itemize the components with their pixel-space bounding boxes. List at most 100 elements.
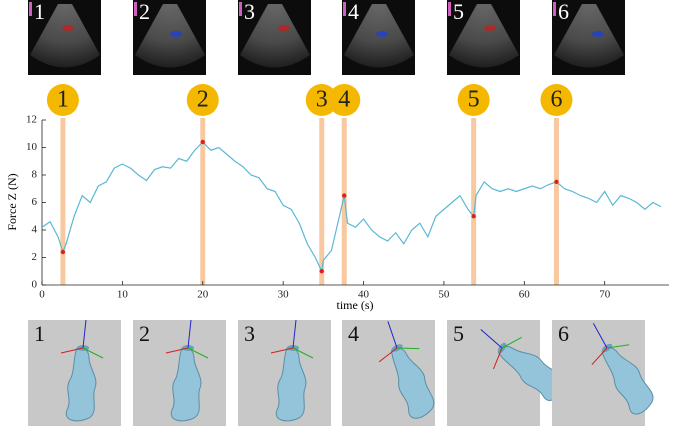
x-tick-label: 30: [278, 289, 290, 301]
probe-model: [60, 319, 104, 422]
event-band: [200, 118, 206, 285]
color-scale: [553, 2, 556, 16]
doppler-flow: [278, 25, 290, 31]
x-tick-label: 60: [519, 289, 531, 301]
event-point: [200, 139, 205, 145]
axis-blue: [387, 321, 398, 349]
axis-red: [165, 347, 189, 354]
y-tick-label: 2: [32, 251, 38, 263]
ultrasound-fan: [30, 4, 100, 68]
y-axis-label: Force Z (N): [5, 173, 19, 230]
probe-body: [391, 347, 435, 419]
event-marker: [328, 84, 361, 116]
image-label: 4: [348, 0, 359, 24]
x-tick-label: 0: [39, 289, 45, 301]
axis-green: [396, 347, 420, 350]
axis-red: [270, 347, 294, 354]
ultrasound-fan: [240, 4, 310, 68]
event-point: [471, 214, 476, 219]
axis-red: [378, 347, 398, 363]
x-tick-label: 10: [117, 289, 129, 301]
doppler-flow: [62, 25, 74, 31]
probe-body: [601, 347, 654, 415]
pose-label: 2: [139, 321, 150, 346]
axis-blue: [82, 319, 87, 349]
event-marker: [540, 84, 573, 116]
axis-green: [292, 347, 314, 359]
axis-blue: [592, 323, 608, 349]
x-tick-label: 50: [438, 289, 450, 301]
color-scale: [29, 2, 32, 16]
doppler-flow: [484, 25, 496, 31]
event-point: [554, 179, 559, 185]
event-label: 3: [316, 87, 328, 113]
ultrasound-fan: [554, 4, 624, 68]
event-band: [471, 118, 477, 285]
image-label: 3: [244, 0, 255, 24]
y-tick-label: 12: [26, 114, 37, 126]
probe-body: [170, 347, 202, 422]
axis-red: [591, 347, 608, 366]
doppler-flow: [376, 31, 388, 37]
pose-label: 1: [34, 321, 45, 346]
axis-blue: [187, 319, 192, 349]
event-point: [319, 269, 324, 274]
axis-blue: [480, 329, 503, 349]
y-tick-label: 6: [32, 196, 38, 208]
image-label: 5: [453, 0, 464, 24]
color-scale: [239, 2, 242, 16]
y-tick-label: 8: [32, 169, 38, 181]
axis-red: [493, 347, 503, 370]
probe-body: [275, 347, 307, 422]
y-tick-label: 0: [32, 279, 38, 291]
axis-green: [606, 344, 630, 349]
event-band: [553, 118, 559, 285]
axis-green: [82, 347, 104, 359]
ultrasound-fan: [449, 4, 519, 68]
probe-body: [65, 347, 97, 422]
y-tick-label: 10: [26, 141, 38, 153]
probe-model: [591, 323, 654, 415]
event-marker: [457, 84, 490, 116]
color-scale: [448, 2, 451, 16]
pose-label: 4: [348, 321, 359, 346]
event-band: [60, 118, 66, 285]
x-tick-label: 70: [599, 289, 611, 301]
event-point: [342, 193, 347, 198]
color-scale: [134, 2, 137, 16]
event-label: 2: [197, 87, 209, 113]
x-tick-label: 20: [197, 289, 209, 301]
image-label: 2: [139, 0, 150, 24]
event-label: 5: [468, 87, 480, 113]
event-point: [60, 249, 66, 255]
probe-model: [378, 321, 435, 419]
event-band: [341, 118, 347, 285]
pose-label: 6: [558, 321, 569, 346]
image-label: 1: [34, 0, 45, 24]
event-marker: [186, 84, 219, 116]
pose-label: 5: [453, 321, 464, 346]
pose-label: 3: [244, 321, 255, 346]
color-scale: [343, 2, 346, 16]
x-axis-label: time (s): [337, 298, 374, 312]
event-label: 4: [338, 87, 350, 113]
event-marker: [305, 84, 338, 116]
axis-green: [501, 336, 522, 349]
axis-green: [187, 347, 209, 359]
axis-red: [60, 347, 84, 354]
event-label: 6: [550, 87, 562, 113]
probe-model: [165, 319, 209, 422]
doppler-flow: [592, 31, 604, 37]
event-label: 1: [57, 87, 69, 113]
force-line: [41, 141, 662, 274]
event-band: [319, 118, 325, 285]
image-label: 6: [558, 0, 569, 24]
probe-model: [270, 319, 314, 422]
x-tick-label: 40: [358, 289, 370, 301]
axis-blue: [292, 319, 297, 349]
y-tick-label: 4: [32, 224, 38, 236]
event-marker: [46, 84, 79, 116]
doppler-flow: [170, 31, 182, 37]
ultrasound-fan: [135, 4, 205, 68]
